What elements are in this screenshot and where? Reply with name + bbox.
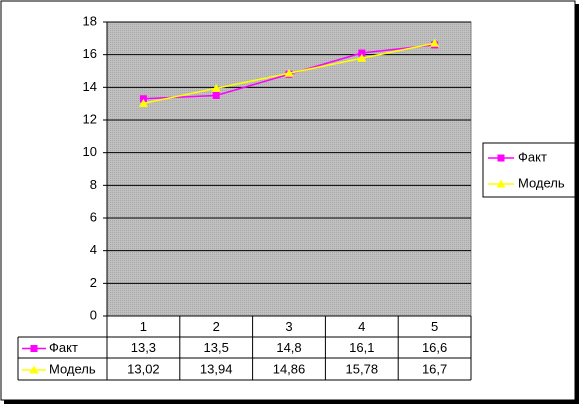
data-point <box>212 92 220 99</box>
y-tick-label: 14 <box>83 79 97 94</box>
data-point <box>358 49 366 57</box>
x-tick-label: 2 <box>213 319 220 334</box>
table-series-name: Факт <box>49 340 78 355</box>
table-value: 14,8 <box>276 340 301 355</box>
data-point <box>430 38 440 47</box>
legend-marker <box>497 154 505 162</box>
table-value: 15,78 <box>346 361 379 376</box>
y-tick-label: 0 <box>90 307 97 322</box>
table-value: 16,6 <box>422 340 447 355</box>
y-tick-label: 6 <box>90 209 97 224</box>
x-tick-label: 4 <box>358 319 365 334</box>
x-tick-label: 3 <box>285 319 292 334</box>
legend-marker <box>496 179 506 188</box>
table-series-name: Модель <box>49 361 96 376</box>
table-key-marker <box>30 345 38 352</box>
y-tick-label: 8 <box>90 177 97 192</box>
x-tick-label: 5 <box>431 319 438 334</box>
table-value: 13,5 <box>204 340 229 355</box>
legend <box>482 142 576 198</box>
table-value: 16,1 <box>349 340 374 355</box>
table-value: 16,7 <box>422 361 447 376</box>
table-value: 13,02 <box>127 361 160 376</box>
table-value: 14,86 <box>273 361 306 376</box>
legend-label: Модель <box>518 175 565 190</box>
table-key-marker <box>29 365 39 374</box>
y-tick-label: 16 <box>83 46 97 61</box>
x-tick-label: 1 <box>140 319 147 334</box>
legend-label: Факт <box>518 149 547 164</box>
data-point <box>284 68 294 77</box>
table-value: 13,3 <box>131 340 156 355</box>
data-point <box>357 53 367 62</box>
y-tick-label: 18 <box>83 13 97 28</box>
plot-area <box>106 21 472 317</box>
table-value: 13,94 <box>200 361 233 376</box>
data-point <box>139 95 147 103</box>
data-point <box>138 98 148 107</box>
y-tick-label: 4 <box>90 242 97 257</box>
y-tick-label: 12 <box>83 111 97 126</box>
y-tick-label: 10 <box>83 144 97 159</box>
y-tick-label: 2 <box>90 275 97 290</box>
data-point <box>211 83 221 92</box>
